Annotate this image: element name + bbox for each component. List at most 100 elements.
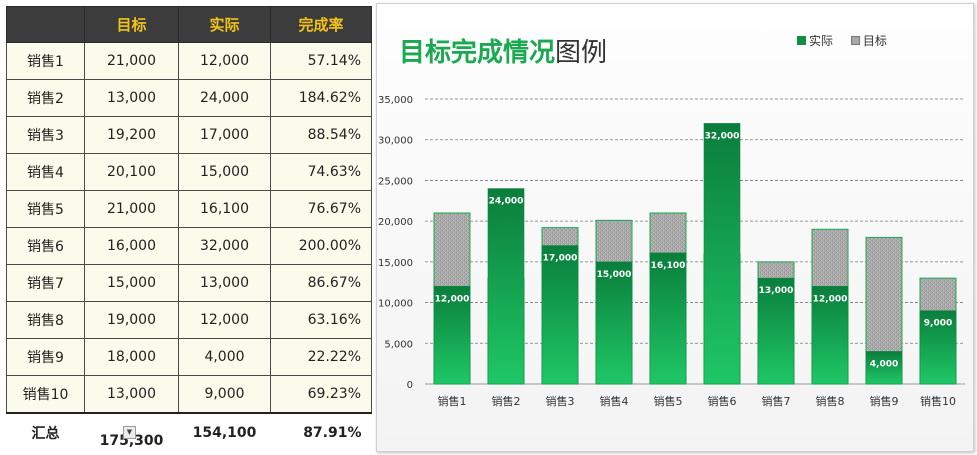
row-label: 销售6 [6, 227, 85, 265]
row-label: 销售7 [6, 264, 85, 302]
bar-actual [433, 285, 471, 385]
data-label: 9,000 [924, 319, 952, 329]
x-axis-ticks: 销售1 销售2 销售3 销售4 销售5 销售6 销售7 销售8 销售9 销售10 [438, 394, 957, 408]
chart-legend: 实际 目标 [797, 32, 901, 49]
total-label: 汇总 [6, 412, 85, 452]
bar-actual [595, 261, 633, 385]
data-label: 15,000 [597, 270, 632, 280]
row-completion-rate: 184.62% [270, 79, 372, 117]
row-actual: 4,000 [178, 338, 271, 376]
row-completion-rate: 57.14% [270, 42, 372, 80]
row-actual: 9,000 [178, 375, 271, 414]
x-tick-label: 销售5 [654, 394, 683, 408]
row-actual: 15,000 [178, 153, 271, 191]
data-label: 32,000 [705, 131, 740, 141]
data-label: 13,000 [759, 286, 794, 296]
row-label: 销售8 [6, 301, 85, 339]
y-tick-label: 15,000 [378, 258, 413, 269]
bar-actual [757, 277, 795, 385]
row-target: 13,000 [84, 375, 179, 414]
total-target: ▼175,300 [84, 412, 179, 452]
y-tick-label: 10,000 [378, 299, 413, 310]
row-target: 21,000 [84, 42, 179, 80]
x-tick-label: 销售3 [546, 394, 575, 408]
x-tick-label: 销售9 [870, 394, 899, 408]
row-target: 13,000 [84, 79, 179, 117]
row-target: 16,000 [84, 227, 179, 265]
data-label: 24,000 [489, 197, 524, 207]
legend-item-target: 目标 [850, 32, 887, 49]
table-row: 销售8 19,000 12,000 63.16% [6, 301, 372, 339]
total-actual: 154,100 [178, 412, 271, 452]
table-row: 销售4 20,100 15,000 74.63% [6, 153, 372, 191]
row-target: 20,100 [84, 153, 179, 191]
legend-label-actual: 实际 [809, 34, 834, 48]
header-blank [6, 6, 85, 43]
legend-label-target: 目标 [862, 34, 887, 48]
row-actual: 16,100 [178, 190, 271, 228]
data-label: 4,000 [870, 359, 898, 369]
row-label: 销售4 [6, 153, 85, 191]
table-row: 销售1 21,000 12,000 57.14% [6, 42, 372, 80]
row-target: 19,000 [84, 301, 179, 339]
bar-actual [919, 310, 957, 385]
bar-actual [487, 188, 525, 385]
y-tick-label: 30,000 [378, 136, 413, 147]
y-tick-label: 5,000 [384, 339, 413, 350]
bar-actual [649, 252, 687, 385]
row-completion-rate: 200.00% [270, 227, 372, 265]
row-actual: 13,000 [178, 264, 271, 302]
row-actual: 12,000 [178, 42, 271, 80]
row-actual: 24,000 [178, 79, 271, 117]
table-row: 销售10 13,000 9,000 69.23% [6, 375, 372, 414]
row-target: 19,200 [84, 116, 179, 154]
row-target: 15,000 [84, 264, 179, 302]
total-row: 汇总 ▼175,300 154,100 87.91% [6, 412, 372, 452]
row-actual: 32,000 [178, 227, 271, 265]
header-actual: 实际 [178, 6, 271, 43]
table-row: 销售7 15,000 13,000 86.67% [6, 264, 372, 302]
x-tick-label: 销售7 [762, 394, 791, 408]
bar-actual [703, 123, 741, 385]
chart-panel: 目标完成情况图例 实际 目标 0 5,000 10,000 15,000 20,000 2… [376, 3, 974, 452]
row-completion-rate: 74.63% [270, 153, 372, 191]
row-target: 18,000 [84, 338, 179, 376]
table-row: 销售6 16,000 32,000 200.00% [6, 227, 372, 265]
row-label: 销售3 [6, 116, 85, 154]
row-actual: 17,000 [178, 116, 271, 154]
bars: 12,000 24,000 17,000 15,000 16,100 32,000 13,0… [433, 123, 957, 385]
x-tick-label: 销售2 [492, 394, 521, 408]
bar-actual [865, 351, 903, 385]
x-tick-label: 销售8 [816, 394, 845, 408]
table-header-row: 目标 实际 完成率 [6, 6, 372, 43]
header-completion-rate: 完成率 [270, 6, 372, 43]
y-tick-label: 20,000 [378, 217, 413, 228]
row-label: 销售9 [6, 338, 85, 376]
row-label: 销售5 [6, 190, 85, 228]
legend-swatch-actual [797, 36, 806, 45]
table-row: 销售2 13,000 24,000 184.62% [6, 79, 372, 117]
row-completion-rate: 76.67% [270, 190, 372, 228]
row-target: 21,000 [84, 190, 179, 228]
data-label: 12,000 [813, 294, 848, 304]
sales-table: 目标 实际 完成率 销售1 21,000 12,000 57.14% 销售2 13,000… [6, 6, 372, 452]
filter-dropdown-icon[interactable]: ▼ [123, 426, 136, 439]
legend-swatch-target [850, 36, 860, 45]
bar-actual [541, 245, 579, 385]
data-label: 17,000 [543, 254, 578, 264]
table-row: 销售9 18,000 4,000 22.22% [6, 338, 372, 376]
header-target: 目标 [84, 6, 179, 43]
legend-item-actual: 实际 [797, 32, 833, 49]
row-completion-rate: 86.67% [270, 264, 372, 302]
bar-chart: 0 5,000 10,000 15,000 20,000 25,000 30,000 35,0… [378, 95, 965, 408]
row-actual: 12,000 [178, 301, 271, 339]
total-target-value: 175,300 [99, 433, 164, 449]
row-label: 销售1 [6, 42, 85, 80]
y-tick-label: 35,000 [378, 95, 413, 106]
row-completion-rate: 63.16% [270, 301, 372, 339]
data-label: 12,000 [435, 294, 470, 304]
row-completion-rate: 22.22% [270, 338, 372, 376]
bar-actual [811, 285, 849, 385]
y-axis-ticks: 0 5,000 10,000 15,000 20,000 25,000 30,000 35,0… [378, 95, 413, 391]
row-label: 销售2 [6, 79, 85, 117]
